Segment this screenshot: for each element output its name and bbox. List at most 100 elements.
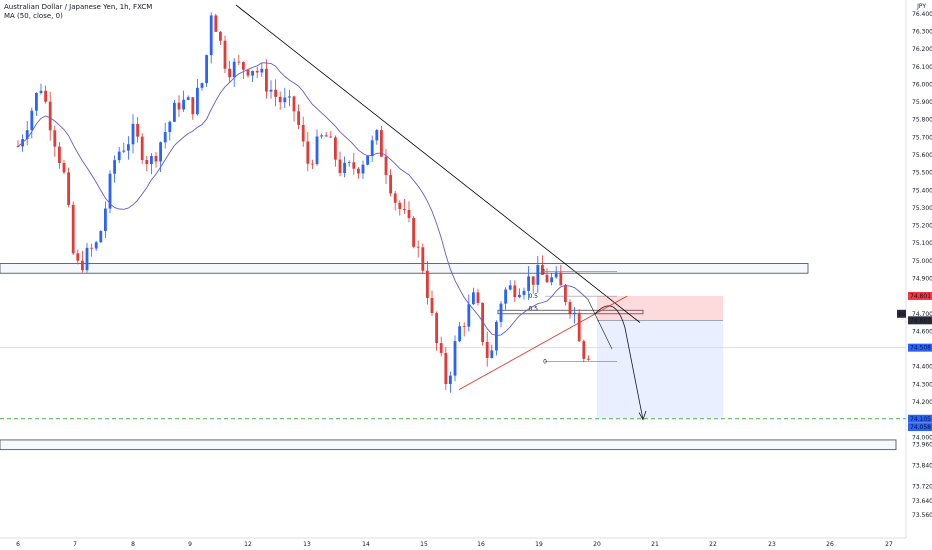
candle-body [150, 155, 153, 165]
x-tick-label: 19 [535, 541, 543, 548]
candle-body [485, 341, 489, 359]
candle-body [99, 231, 103, 243]
candle-body [232, 61, 236, 78]
candle-body [223, 40, 227, 69]
candle-body [467, 304, 471, 327]
candle-body [320, 135, 323, 137]
candle-body [48, 101, 52, 131]
x-tick-label: 23 [768, 541, 776, 548]
x-tick-label: 14 [362, 541, 370, 548]
y-tick-label: 73.840 [912, 463, 932, 470]
candle-body [30, 110, 34, 131]
y-tick-label: 76.200 [912, 46, 932, 53]
candle-body [145, 160, 149, 165]
y-tick-label: 73.640 [912, 498, 932, 505]
x-tick-label: 16 [477, 541, 485, 548]
candle-body [536, 265, 540, 285]
y-tick-label: 74.900 [912, 275, 932, 282]
candle-body [458, 326, 461, 342]
y-tick-label: 73.720 [912, 484, 932, 491]
candle-body [361, 164, 365, 174]
candle-body [462, 326, 466, 328]
candle-body [347, 162, 351, 164]
x-tick-label: 21 [651, 541, 659, 548]
candle-body [94, 242, 98, 249]
candle-body [44, 90, 47, 102]
x-tick-label: 7 [73, 541, 77, 548]
candle-body [131, 123, 135, 145]
candle-body [384, 156, 388, 176]
candle-body [140, 136, 144, 161]
drawings-layer: 1 0.5 0.5 0 [235, 4, 647, 421]
candle-body [582, 341, 586, 359]
candle-body [449, 375, 452, 384]
fib-label: 1 [542, 268, 546, 275]
candle-body [416, 246, 420, 248]
candle-body [435, 313, 438, 344]
x-tick-label: 6 [16, 541, 20, 548]
price-label-bg [908, 414, 932, 423]
candle-body [251, 70, 254, 76]
price-label-bg [908, 343, 932, 352]
candle-body [550, 277, 553, 283]
candle-body [265, 68, 268, 92]
x-tick-label: 13 [303, 541, 311, 548]
candle-body [481, 302, 484, 342]
candle-body [127, 144, 130, 151]
candle-body [154, 155, 158, 162]
x-tick-label: 26 [826, 541, 834, 548]
candle-body [205, 55, 208, 84]
candle-body [343, 162, 346, 174]
candle-body [559, 272, 563, 286]
candle-body [62, 162, 66, 173]
y-tick-label: 75.700 [912, 134, 932, 141]
candle-body [518, 294, 521, 298]
candle-body [334, 137, 337, 160]
candle-body [531, 276, 535, 285]
candle-body [430, 297, 434, 314]
resistance-zone [0, 263, 809, 274]
x-tick-label: 8 [131, 541, 135, 548]
candle-body [136, 123, 139, 137]
fib-label: 0.5 [528, 293, 538, 300]
candle-body [278, 96, 282, 103]
indicator-legend: MA (50, close, 0) [4, 12, 63, 20]
price-label-bg [908, 291, 932, 300]
candle-body [159, 142, 162, 162]
y-axis: 76.400 76.300 76.200 76.100 76.000 75.900 75.8… [905, 0, 932, 538]
candle-body [389, 175, 392, 194]
y-tick-label: 76.100 [912, 64, 932, 71]
candle-body [53, 130, 57, 147]
candle-body [513, 285, 517, 298]
candle-body [58, 146, 61, 163]
y-tick-label: 76.400 [912, 11, 932, 18]
candle-body [292, 96, 296, 112]
candle-body [214, 15, 218, 32]
price-label: 74.508 [910, 345, 931, 352]
side-tag-bg [897, 309, 906, 318]
candle-body [39, 90, 43, 93]
x-axis: 6 7 8 9 12 13 14 15 16 19 20 21 22 23 26 27 [0, 537, 906, 548]
candle-body [499, 303, 503, 322]
side-tag: 86 [898, 311, 906, 318]
candle-body [90, 247, 93, 249]
y-tick-label: 74.600 [912, 328, 932, 335]
x-tick-label: 15 [420, 541, 428, 548]
fib-label: 0 [543, 358, 547, 365]
projection-arrowhead [638, 410, 647, 421]
x-tick-label: 12 [244, 541, 252, 548]
candle-body [541, 265, 544, 275]
candle-body [117, 151, 121, 161]
candle-body [269, 89, 273, 92]
price-label-bg [908, 316, 932, 325]
candle-body [209, 15, 213, 56]
candle-body [412, 218, 415, 247]
candle-body [177, 102, 181, 110]
x-tick-label: 20 [593, 541, 601, 548]
y-tick-label: 75.100 [912, 240, 932, 247]
candle-body [324, 135, 328, 137]
candle-body [476, 292, 480, 303]
candle-body [242, 62, 245, 70]
price-label: 74.663 [910, 317, 931, 324]
